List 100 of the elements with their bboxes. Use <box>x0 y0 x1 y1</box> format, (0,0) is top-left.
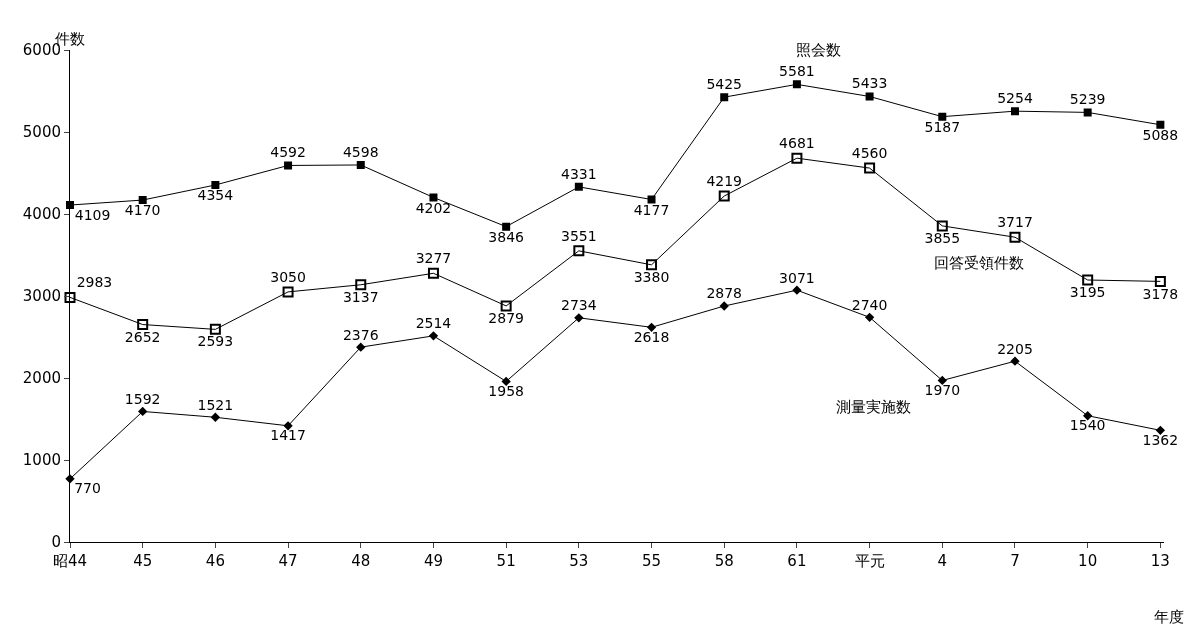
data-label: 3137 <box>342 288 379 305</box>
point <box>137 319 149 331</box>
data-label: 3551 <box>561 227 597 244</box>
data-label: 5433 <box>851 75 888 92</box>
point <box>356 160 365 169</box>
x-tick-label: 7 <box>1010 552 1020 570</box>
point <box>573 245 585 257</box>
point <box>792 80 801 89</box>
y-tick-label: 2000 <box>22 369 61 388</box>
x-tick-label: 61 <box>787 552 807 570</box>
point <box>938 376 947 385</box>
x-tick-label: 47 <box>278 552 298 570</box>
data-label: 5581 <box>779 63 815 80</box>
x-tick-label: 10 <box>1078 552 1098 570</box>
data-label: 4170 <box>124 202 161 219</box>
data-label: 2740 <box>851 296 888 313</box>
point <box>647 323 656 332</box>
point <box>283 421 293 431</box>
series-label: 照会数 <box>796 41 841 59</box>
data-label: 3050 <box>270 268 306 285</box>
point <box>936 220 948 232</box>
data-label: 3846 <box>488 228 525 245</box>
data-label: 4219 <box>706 172 743 189</box>
data-label: 1362 <box>1142 431 1179 448</box>
data-label: 2878 <box>706 285 743 302</box>
point <box>574 182 583 191</box>
point <box>938 112 947 121</box>
data-label: 4177 <box>633 201 670 218</box>
data-label: 770 <box>74 480 101 497</box>
data-label: 4202 <box>415 199 452 216</box>
data-label: 1417 <box>270 427 306 444</box>
x-tick-label: 51 <box>496 552 516 570</box>
data-label: 2593 <box>197 333 234 350</box>
data-label: 1958 <box>488 383 524 400</box>
point <box>1009 231 1021 243</box>
data-label: 3277 <box>415 250 452 267</box>
point <box>574 313 584 323</box>
data-label: 4598 <box>342 143 379 160</box>
point <box>646 259 658 271</box>
data-label: 1521 <box>197 396 234 413</box>
point <box>720 93 729 102</box>
x-tick-label: 4 <box>937 552 948 570</box>
x-tick-label: 53 <box>569 552 589 570</box>
x-axis-title: 年度 <box>1154 608 1184 626</box>
point <box>500 300 512 312</box>
data-label: 3195 <box>1069 284 1106 301</box>
data-label: 3855 <box>924 230 961 247</box>
x-tick-label: 昭44 <box>52 552 88 570</box>
x-tick-label: 13 <box>1150 552 1170 570</box>
point <box>1082 274 1094 286</box>
point <box>1010 107 1019 116</box>
point <box>501 377 511 386</box>
data-label: 2652 <box>124 328 161 345</box>
data-label: 3178 <box>1142 285 1179 302</box>
data-label: 5239 <box>1069 91 1106 108</box>
y-tick-label: 3000 <box>22 287 61 306</box>
data-label: 5088 <box>1142 127 1179 144</box>
point <box>865 92 874 101</box>
point <box>284 161 293 170</box>
point <box>355 279 367 291</box>
point <box>1083 411 1092 420</box>
point <box>718 190 730 202</box>
data-label: 4560 <box>851 144 888 161</box>
point <box>647 195 656 204</box>
x-tick-label: 45 <box>133 552 153 570</box>
point <box>138 407 147 416</box>
data-label: 2734 <box>561 297 597 314</box>
text: 測量実施数 <box>836 398 911 416</box>
y-tick-label: 0 <box>51 533 61 552</box>
data-label: 3380 <box>633 268 670 285</box>
point <box>211 180 220 189</box>
point <box>282 286 294 298</box>
data-label: 4592 <box>270 144 306 161</box>
point <box>792 285 802 295</box>
data-label: 3071 <box>779 269 815 286</box>
data-label: 5254 <box>997 89 1033 106</box>
y-tick-label: 4000 <box>22 205 61 224</box>
point <box>1154 275 1166 287</box>
series-label: 回答受領件数 <box>934 254 1024 272</box>
point <box>502 222 511 231</box>
data-label: 2618 <box>633 328 670 345</box>
data-label: 2205 <box>997 340 1033 357</box>
y-tick-label: 1000 <box>22 451 61 470</box>
point <box>865 313 874 322</box>
point <box>427 267 439 279</box>
point <box>429 193 438 202</box>
point <box>1083 108 1092 117</box>
point <box>66 201 74 210</box>
point <box>864 162 876 174</box>
data-label: 4354 <box>197 187 234 204</box>
x-tick-label: 46 <box>205 552 225 570</box>
data-label: 1540 <box>1069 417 1106 434</box>
y-tick-label: 5000 <box>22 123 61 142</box>
x-tick-label: 58 <box>714 552 734 570</box>
data-label: 2983 <box>76 274 113 291</box>
x-tick-label: 48 <box>351 552 371 570</box>
data-label: 5425 <box>706 75 743 92</box>
x-tick-label: 55 <box>641 552 662 570</box>
point <box>719 301 729 311</box>
point <box>1156 426 1165 435</box>
